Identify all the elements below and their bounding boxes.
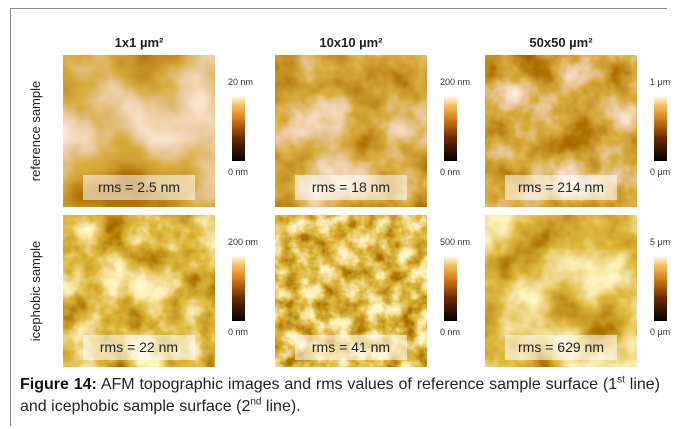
scale-min: 0 µm [650, 327, 670, 337]
scale-max: 1 µm [650, 77, 670, 87]
color-bar [654, 95, 667, 161]
caption-label: Figure 14: [20, 376, 97, 393]
scale-min: 0 nm [228, 327, 248, 337]
row-label: icephobic sample [28, 241, 43, 341]
page-body: {"columns": ["1x1 µm²", "10x10 µm²", "50… [0, 0, 678, 429]
color-bar [444, 255, 457, 321]
rms-label: rms = 18 nm [312, 179, 390, 195]
rms-label: rms = 22 nm [100, 339, 178, 355]
scale-max: 500 nm [440, 237, 470, 247]
color-bar [444, 95, 457, 161]
scale-min: 0 nm [440, 167, 460, 177]
figure: 1x1 µm² 10x10 µm² 50x50 µm² reference sampl… [0, 0, 678, 372]
caption-sup: nd [250, 397, 261, 408]
scale-max: 20 nm [228, 77, 253, 87]
column-header: 1x1 µm² [115, 35, 164, 50]
scale-min: 0 nm [228, 167, 248, 177]
caption: Figure 14: AFM topographic images and rm… [20, 374, 660, 418]
scale-min: 0 nm [440, 327, 460, 337]
color-bar [232, 255, 245, 321]
color-bar [654, 255, 667, 321]
caption-text: line). [261, 398, 300, 415]
column-header: 10x10 µm² [319, 35, 383, 50]
caption-sup: st [617, 375, 625, 386]
rms-label: rms = 629 nm [518, 339, 604, 355]
color-bar [232, 95, 245, 161]
scale-max: 200 nm [228, 237, 258, 247]
row-label: reference sample [28, 81, 43, 181]
scale-max: 200 nm [440, 77, 470, 87]
scale-max: 5 µm [650, 237, 670, 247]
column-header: 50x50 µm² [529, 35, 593, 50]
rms-label: rms = 2.5 nm [98, 179, 180, 195]
scale-min: 0 µm [650, 167, 670, 177]
rms-label: rms = 41 nm [312, 339, 390, 355]
rms-label: rms = 214 nm [518, 179, 604, 195]
caption-text: AFM topographic images and rms values of… [101, 376, 617, 393]
page: body { margin: 0; width: 678px; height: … [0, 0, 678, 429]
